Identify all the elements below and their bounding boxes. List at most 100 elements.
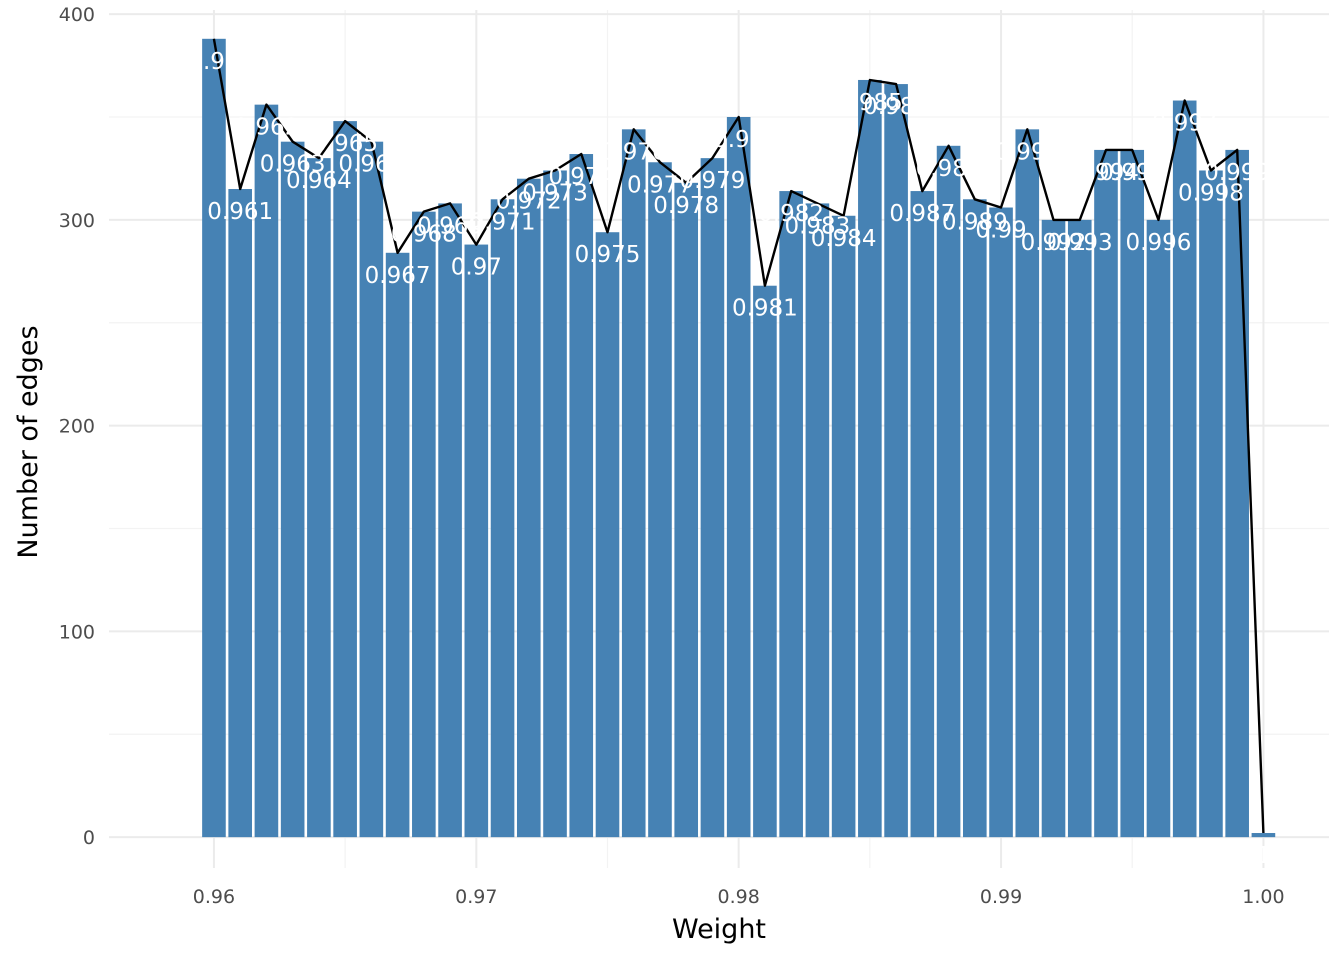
bar-value-label: 0.97 xyxy=(451,255,502,281)
y-tick-label: 400 xyxy=(59,4,95,26)
x-tick-label: 0.99 xyxy=(980,886,1022,908)
bar-value-label: 0.979 xyxy=(680,168,746,194)
bar xyxy=(202,38,226,838)
bar-value-label: 0.986 xyxy=(863,94,929,120)
bar xyxy=(359,141,384,838)
bar xyxy=(516,178,541,838)
bar xyxy=(910,191,935,838)
bar xyxy=(1094,149,1118,838)
bar-value-label: 0.984 xyxy=(811,226,877,252)
bar xyxy=(1146,219,1171,838)
x-tick-label: 0.98 xyxy=(718,886,760,908)
bar-value-label: 0.962 xyxy=(233,115,299,141)
bar xyxy=(307,158,331,838)
bar-value-label: 0.998 xyxy=(1178,180,1244,206)
bar xyxy=(1015,129,1040,838)
bar xyxy=(936,145,961,838)
axes: 0.96 0.97 0.98 0.99 1.00 0 100 200 300 400 xyxy=(59,4,1285,908)
bar xyxy=(280,141,305,838)
bar xyxy=(543,170,567,838)
bar xyxy=(726,116,751,838)
bar-value-label: 0.987 xyxy=(889,201,955,227)
bar xyxy=(1172,100,1197,838)
bar xyxy=(858,79,882,838)
bar-value-label: 0.977 xyxy=(627,172,693,198)
bar-value-label: 0.994 xyxy=(1073,160,1139,186)
bar-value-label: 0.96 xyxy=(188,49,239,75)
bar xyxy=(228,189,252,838)
bar-value-label: 0.997 xyxy=(1152,111,1218,137)
bar-value-label: 0.993 xyxy=(1047,230,1113,256)
bar-value-label: 0.985 xyxy=(837,90,903,116)
bar xyxy=(490,199,515,838)
bar xyxy=(254,104,279,838)
bar xyxy=(648,162,672,838)
bar xyxy=(989,207,1013,838)
bar xyxy=(753,285,777,838)
bar xyxy=(831,215,856,838)
bar xyxy=(1120,149,1145,838)
bar-value-label: 0.976 xyxy=(601,139,667,165)
y-tick-label: 200 xyxy=(59,416,95,438)
bars xyxy=(202,38,1276,838)
bar-value-label: 0.968 xyxy=(391,222,457,248)
bar xyxy=(1199,170,1223,838)
bar xyxy=(333,121,357,838)
bar-value-label: 0.964 xyxy=(286,168,352,194)
bar-value-label: 0.996 xyxy=(1126,230,1192,256)
trend-line-group xyxy=(212,38,1265,834)
bar xyxy=(595,232,620,838)
bar xyxy=(805,203,830,838)
bar-value-label: 0.98 xyxy=(713,127,764,153)
x-tick-label: 0.96 xyxy=(193,886,235,908)
bar-value-label: 0.966 xyxy=(338,152,404,178)
bar xyxy=(569,154,594,838)
bar xyxy=(438,203,462,838)
bar-value-label: 0.988 xyxy=(916,156,982,182)
bar-value-label: 0.967 xyxy=(365,263,431,289)
bar-value-label: 0.992 xyxy=(1021,230,1087,256)
bar-value-label: 0.975 xyxy=(575,242,641,268)
bar-value-label: 0.965 xyxy=(312,131,378,157)
bar-value-label: 0.963 xyxy=(260,152,326,178)
y-tick-label: 0 xyxy=(83,827,95,849)
bar xyxy=(779,191,803,838)
bar-value-label: 0.982 xyxy=(758,201,824,227)
bar-value-label: 0.995 xyxy=(1099,160,1165,186)
bar xyxy=(412,211,436,838)
x-tick-label: 0.97 xyxy=(455,886,497,908)
bar-value-label: 0.972 xyxy=(496,189,562,215)
bar xyxy=(1251,833,1276,838)
bar xyxy=(1067,219,1092,838)
trend-line xyxy=(212,38,1265,834)
bar-value-label: 0.983 xyxy=(784,213,850,239)
bar-value-label: 0.974 xyxy=(548,164,614,190)
bar-value-label: 0.978 xyxy=(653,193,719,219)
bar xyxy=(385,252,410,838)
y-axis-title: Number of edges xyxy=(13,325,44,558)
bar xyxy=(1225,149,1249,838)
bar xyxy=(464,244,489,838)
bar-value-label: 0.99 xyxy=(975,218,1026,244)
bar-value-label: 0.991 xyxy=(994,139,1060,165)
bar xyxy=(1041,219,1066,838)
bar-value-label: 0.969 xyxy=(417,213,483,239)
x-axis-title: Weight xyxy=(672,914,766,945)
bar-value-label: 0.961 xyxy=(207,199,273,225)
bar xyxy=(621,129,646,838)
bar xyxy=(700,158,725,838)
y-tick-label: 100 xyxy=(59,621,95,643)
bar-value-label: 0.999 xyxy=(1204,160,1270,186)
bar xyxy=(674,182,699,838)
bar-value-label: 0.971 xyxy=(470,209,536,235)
bar xyxy=(884,84,908,838)
bar xyxy=(963,199,987,838)
bar-value-label: 0.989 xyxy=(942,209,1008,235)
bar-value-label: 1 xyxy=(1256,843,1271,869)
bar-value-label: 0.981 xyxy=(732,296,798,322)
y-tick-label: 300 xyxy=(59,210,95,232)
x-tick-label: 1.00 xyxy=(1242,886,1284,908)
